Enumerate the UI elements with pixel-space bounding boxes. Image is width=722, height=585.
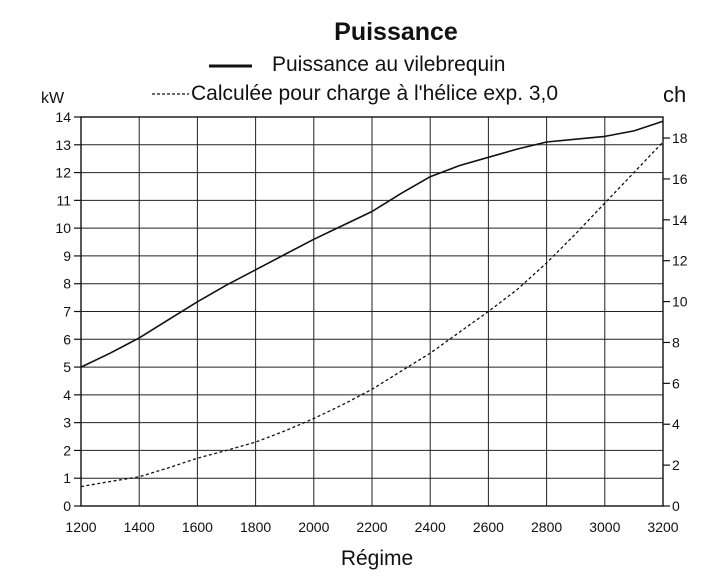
y-tick-label-left: 14 [55,109,71,125]
y-tick-label-left: 9 [63,248,71,264]
y-tick-label-right: 0 [672,498,680,514]
y-tick-label-left: 2 [63,442,71,458]
y-tick-label-right: 8 [672,334,680,350]
y-tick-label-left: 8 [63,276,71,292]
x-tick-label: 2600 [473,519,504,535]
x-tick-label: 1800 [240,519,271,535]
series-line-crankshaft-power [80,120,664,368]
y-tick-label-left: 10 [55,220,71,236]
y-tick-label-right: 18 [672,130,688,146]
chart-title: Puissance [334,18,458,46]
series-line-propeller-load [80,141,664,488]
y-tick-label-left: 12 [55,165,71,181]
series-lines [80,120,664,488]
y-tick-label-right: 2 [672,457,680,473]
grid [80,116,664,507]
y-tick-label-left: 11 [56,192,71,208]
axis-ticks: 1200 1400 1600 1800 2000 2200 2400 2600 2800 3000… [55,109,687,535]
y-tick-label-left: 7 [63,304,71,320]
y-tick-label-right: 12 [672,253,688,269]
x-tick-label: 2200 [356,519,387,535]
x-tick-label: 3200 [647,519,678,535]
y-tick-label-right: 16 [672,171,688,187]
y-tick-label-right: 4 [672,416,680,432]
y-tick-label-left: 5 [63,359,71,375]
y-tick-label-left: 3 [63,415,71,431]
legend-label-crankshaft-power: Puissance au vilebrequin [272,53,505,76]
y-axis-left-unit: kW [41,90,65,107]
x-tick-label: 1600 [182,519,213,535]
x-tick-label: 2000 [298,519,329,535]
legend: Puissance au vilebrequin Calculée pour c… [152,53,558,105]
y-tick-label-right: 14 [672,212,688,228]
y-tick-label-left: 6 [63,331,71,347]
y-tick-label-left: 0 [63,498,71,514]
y-tick-label-left: 4 [63,387,71,403]
plot-frame [80,116,664,507]
x-tick-label: 1200 [65,519,96,535]
y-tick-label-left: 13 [55,137,71,153]
y-tick-label-right: 6 [672,375,680,391]
x-tick-label: 2800 [531,519,562,535]
y-tick-label-right: 10 [672,294,688,310]
x-tick-label: 2400 [415,519,446,535]
y-axis-right-unit: ch [663,82,686,107]
y-tick-label-left: 1 [63,470,71,486]
legend-label-propeller-load: Calculée pour charge à l'hélice exp. 3,0 [191,82,558,105]
x-tick-label: 1400 [124,519,155,535]
x-tick-label: 3000 [589,519,620,535]
x-axis-label: Régime [341,547,413,570]
